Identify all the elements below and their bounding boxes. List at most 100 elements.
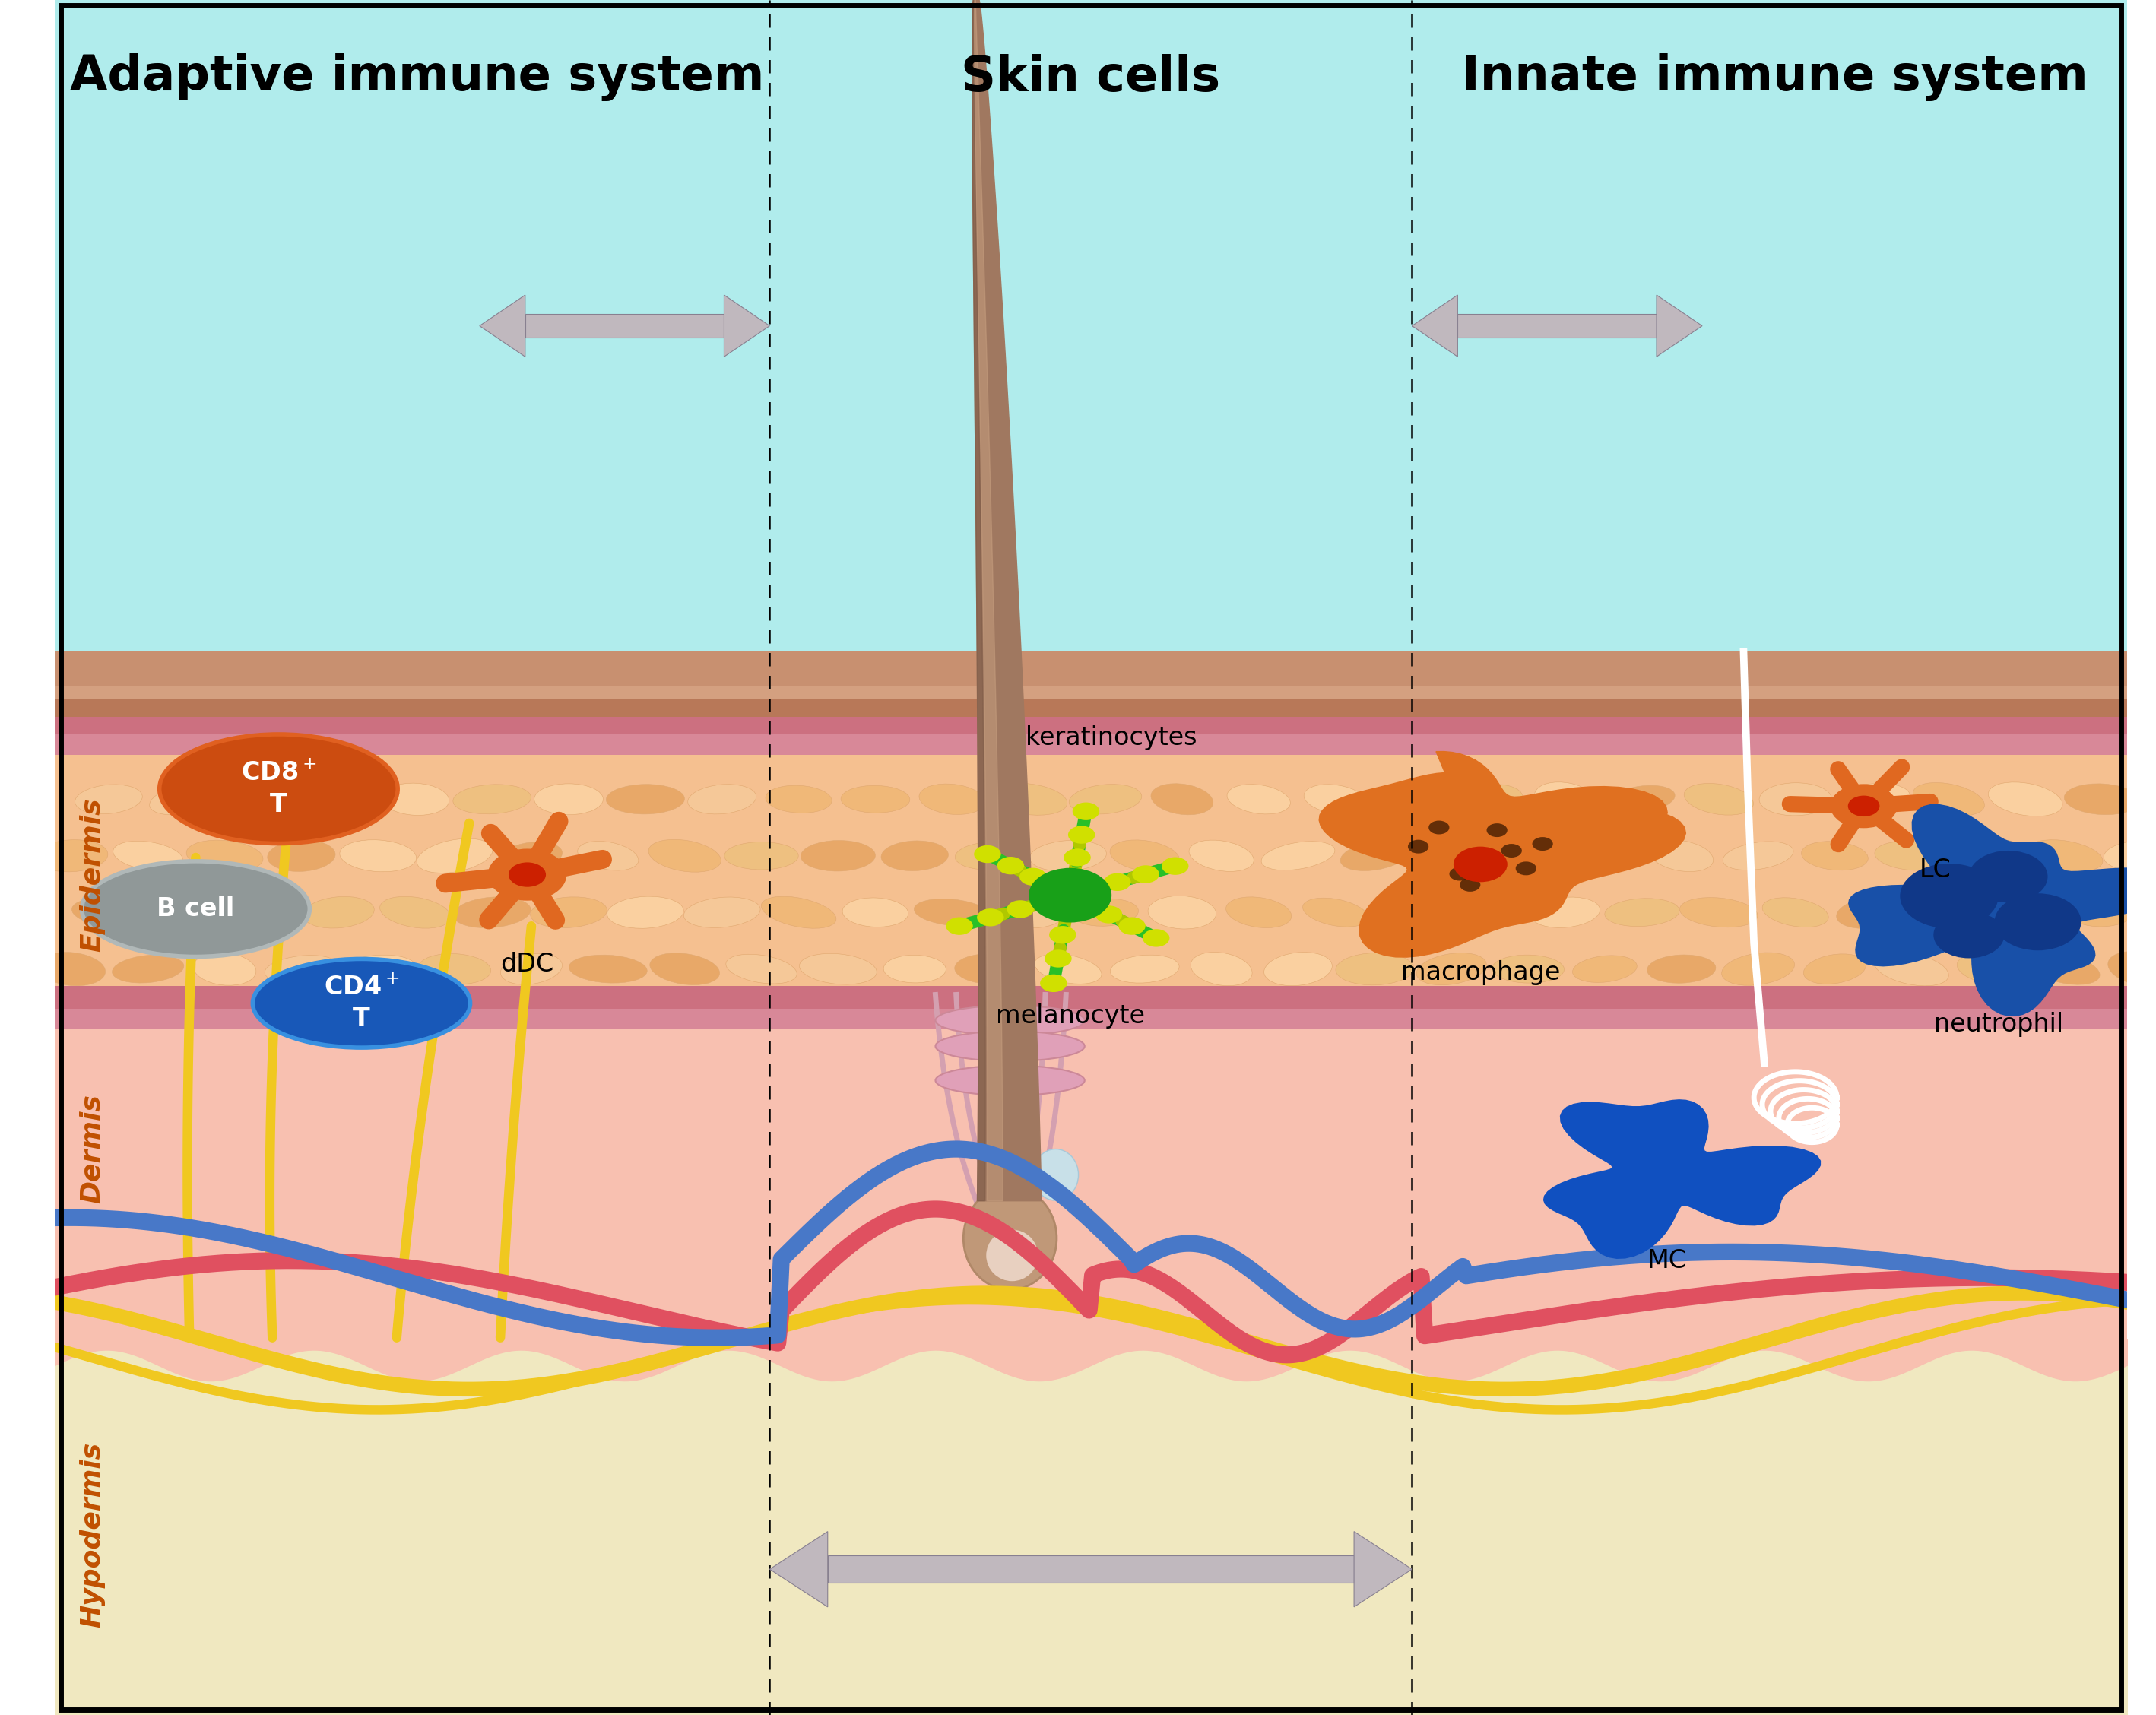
Ellipse shape xyxy=(2027,840,2102,871)
Ellipse shape xyxy=(1460,878,1481,892)
Ellipse shape xyxy=(1378,785,1447,813)
Ellipse shape xyxy=(1007,900,1033,918)
Ellipse shape xyxy=(416,839,494,873)
Ellipse shape xyxy=(914,899,990,926)
Ellipse shape xyxy=(1449,868,1470,882)
Ellipse shape xyxy=(1151,784,1214,815)
Ellipse shape xyxy=(194,952,257,986)
Ellipse shape xyxy=(382,784,448,815)
Text: Dermis: Dermis xyxy=(80,1094,106,1204)
Polygon shape xyxy=(1656,295,1701,357)
Ellipse shape xyxy=(1608,785,1675,813)
Ellipse shape xyxy=(843,897,908,928)
Text: dDC: dDC xyxy=(500,952,554,978)
Ellipse shape xyxy=(500,842,563,870)
Ellipse shape xyxy=(975,845,1000,863)
Ellipse shape xyxy=(1988,782,2063,816)
Ellipse shape xyxy=(1951,839,2027,873)
Ellipse shape xyxy=(1031,840,1106,871)
Bar xyxy=(54,0,2128,652)
Ellipse shape xyxy=(1535,782,1595,816)
Polygon shape xyxy=(1848,804,2156,1017)
Text: Epidermis: Epidermis xyxy=(80,797,106,952)
Ellipse shape xyxy=(1341,840,1410,871)
Ellipse shape xyxy=(1302,899,1369,926)
Ellipse shape xyxy=(185,840,263,871)
Polygon shape xyxy=(724,295,770,357)
Ellipse shape xyxy=(936,1005,1084,1036)
Text: keratinocytes: keratinocytes xyxy=(1026,725,1197,749)
Ellipse shape xyxy=(1132,866,1160,883)
Ellipse shape xyxy=(649,839,720,873)
Ellipse shape xyxy=(800,840,875,871)
Text: B cell: B cell xyxy=(157,897,235,921)
Ellipse shape xyxy=(1033,1149,1078,1200)
Ellipse shape xyxy=(2070,899,2134,926)
Ellipse shape xyxy=(1723,952,1794,986)
Text: CD8$^+$
T: CD8$^+$ T xyxy=(241,761,317,816)
Bar xyxy=(54,755,2128,995)
Ellipse shape xyxy=(1020,868,1046,885)
Polygon shape xyxy=(1354,1531,1412,1607)
Ellipse shape xyxy=(1994,894,2081,950)
Ellipse shape xyxy=(1046,950,1072,967)
Ellipse shape xyxy=(1050,926,1076,943)
Ellipse shape xyxy=(1531,897,1600,928)
Bar xyxy=(54,700,2128,717)
Ellipse shape xyxy=(1934,912,2005,959)
Bar xyxy=(54,717,2128,737)
Ellipse shape xyxy=(1095,906,1123,923)
Ellipse shape xyxy=(1759,782,1833,816)
Ellipse shape xyxy=(1188,840,1255,871)
Ellipse shape xyxy=(149,899,222,926)
Ellipse shape xyxy=(1516,861,1537,875)
Ellipse shape xyxy=(1227,897,1291,928)
Ellipse shape xyxy=(1649,840,1714,871)
Ellipse shape xyxy=(509,863,545,887)
Ellipse shape xyxy=(1968,851,2048,902)
Ellipse shape xyxy=(308,784,369,815)
Ellipse shape xyxy=(800,954,877,984)
Ellipse shape xyxy=(1761,897,1828,928)
Ellipse shape xyxy=(1421,839,1483,873)
Ellipse shape xyxy=(990,784,1067,815)
Ellipse shape xyxy=(267,840,336,871)
Ellipse shape xyxy=(1147,895,1216,930)
Ellipse shape xyxy=(1455,784,1522,815)
Ellipse shape xyxy=(955,842,1028,870)
Ellipse shape xyxy=(500,954,563,984)
Ellipse shape xyxy=(946,918,972,935)
Ellipse shape xyxy=(918,784,985,815)
Ellipse shape xyxy=(1337,954,1414,984)
Ellipse shape xyxy=(955,954,1028,984)
Ellipse shape xyxy=(1604,899,1680,926)
Ellipse shape xyxy=(1501,844,1522,858)
Text: Innate immune system: Innate immune system xyxy=(1462,53,2087,101)
Ellipse shape xyxy=(2109,952,2156,986)
Bar xyxy=(54,1020,2128,1372)
Polygon shape xyxy=(1319,772,1686,957)
Ellipse shape xyxy=(1830,784,1897,828)
Ellipse shape xyxy=(535,784,604,815)
Ellipse shape xyxy=(75,784,142,815)
Ellipse shape xyxy=(936,1031,1084,1062)
Ellipse shape xyxy=(998,858,1024,875)
Ellipse shape xyxy=(341,840,416,871)
Ellipse shape xyxy=(841,785,910,813)
Ellipse shape xyxy=(1453,897,1524,928)
Ellipse shape xyxy=(1874,952,1949,986)
Ellipse shape xyxy=(1072,803,1100,820)
Ellipse shape xyxy=(1429,821,1449,833)
Ellipse shape xyxy=(1063,849,1091,866)
Ellipse shape xyxy=(1072,899,1138,926)
Ellipse shape xyxy=(1835,784,1910,815)
Ellipse shape xyxy=(2141,895,2156,930)
Ellipse shape xyxy=(1304,784,1367,815)
Ellipse shape xyxy=(453,897,530,928)
Ellipse shape xyxy=(1190,952,1253,986)
Ellipse shape xyxy=(1488,823,1507,837)
Ellipse shape xyxy=(37,952,106,986)
Bar xyxy=(54,986,2128,1012)
Text: CD4$^+$
T: CD4$^+$ T xyxy=(323,976,399,1031)
Ellipse shape xyxy=(1039,974,1067,991)
